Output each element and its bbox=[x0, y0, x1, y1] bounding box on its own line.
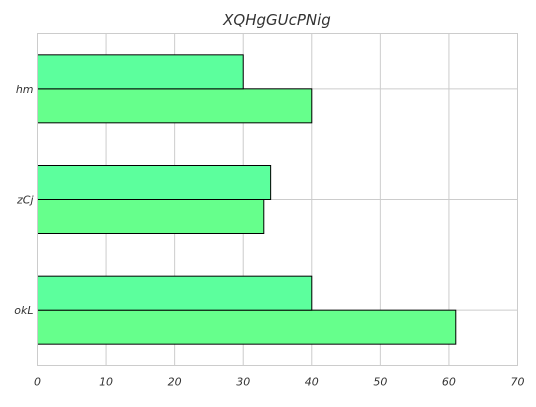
x-tick-label: 50 bbox=[373, 376, 387, 389]
bar-zCj-series2 bbox=[37, 165, 272, 200]
x-tick-label: 30 bbox=[236, 376, 250, 389]
plot-frame bbox=[37, 33, 518, 366]
bar-okL-series1 bbox=[37, 309, 457, 345]
ticks-layer: 0 10 20 30 40 50 60 70 okL zCj hm bbox=[14, 83, 524, 389]
x-tick-label: 40 bbox=[305, 376, 319, 389]
bars-layer bbox=[37, 54, 457, 345]
y-tick-label: hm bbox=[16, 83, 34, 96]
x-tick-label: 70 bbox=[511, 376, 525, 389]
bar-zCj-series1 bbox=[37, 199, 265, 234]
x-tick-label: 10 bbox=[99, 376, 113, 389]
bar-hm-series2 bbox=[37, 54, 244, 90]
x-tick-label: 60 bbox=[442, 376, 456, 389]
x-tick-label: 20 bbox=[168, 376, 182, 389]
chart-title: XQHgGUcPNig bbox=[222, 11, 331, 29]
bar-okL-series2 bbox=[37, 275, 313, 311]
bar-hm-series1 bbox=[37, 88, 313, 124]
y-tick-label: zCj bbox=[16, 194, 34, 207]
x-tick-label: 0 bbox=[34, 376, 41, 389]
y-tick-label: okL bbox=[14, 304, 33, 317]
